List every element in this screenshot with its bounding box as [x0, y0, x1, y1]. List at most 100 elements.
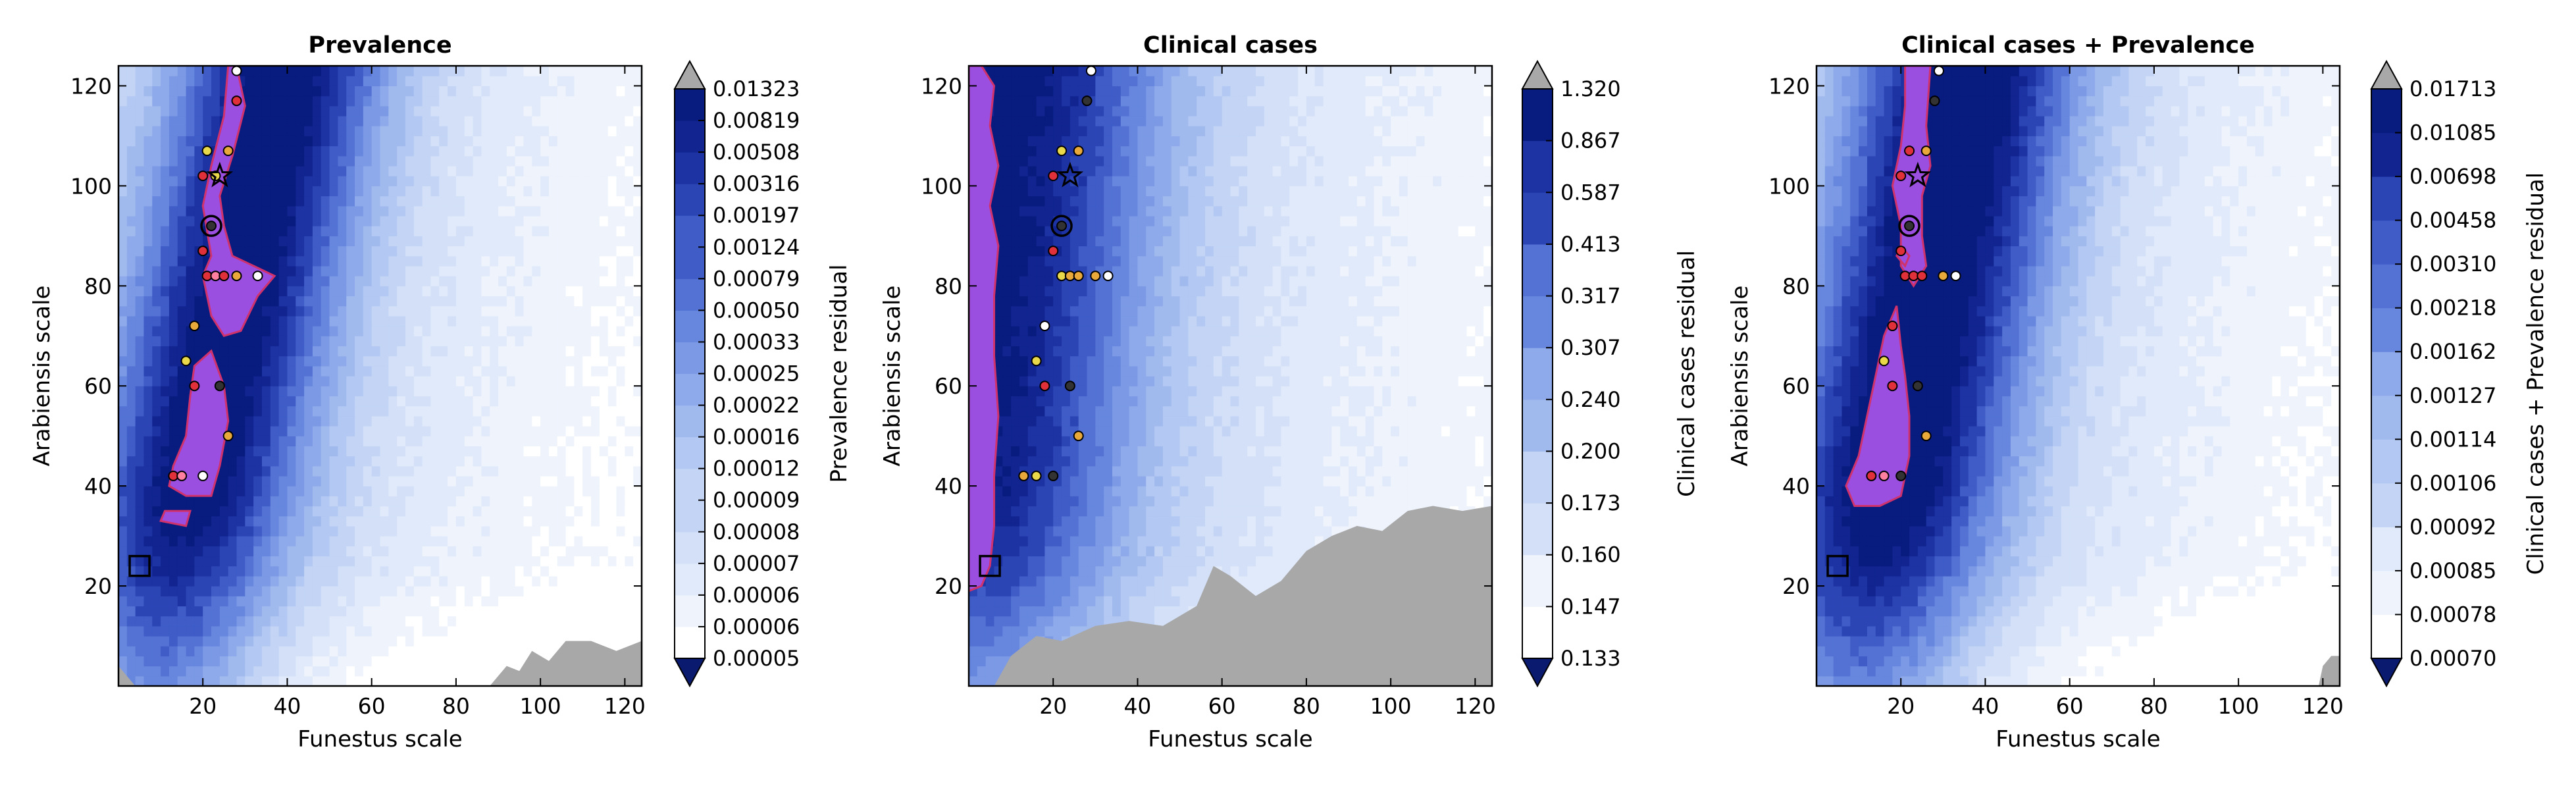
contour-cell: [625, 506, 634, 517]
contour-cell: [1095, 486, 1104, 496]
contour-cell: [1095, 215, 1104, 226]
contour-cell: [633, 126, 642, 136]
contour-cell: [304, 515, 313, 527]
contour-cell: [161, 456, 170, 467]
contour-cell: [1019, 215, 1029, 226]
contour-cell: [388, 386, 398, 396]
contour-cell: [329, 86, 338, 97]
contour-cell: [1069, 415, 1079, 427]
contour-cell: [312, 356, 322, 367]
contour-cell: [413, 346, 423, 357]
contour-cell: [346, 286, 355, 297]
contour-cell: [498, 246, 507, 257]
contour-cell: [253, 506, 263, 517]
contour-cell: [228, 625, 238, 637]
contour-cell: [296, 296, 305, 307]
contour-cell: [397, 386, 406, 396]
contour-cell: [1087, 365, 1096, 377]
contour-cell: [1011, 376, 1020, 386]
contour-cell: [371, 356, 381, 367]
contour-cell: [574, 336, 583, 347]
contour-cell: [270, 236, 280, 247]
contour-cell: [1036, 246, 1045, 257]
contour-cell: [126, 315, 136, 327]
contour-cell: [380, 415, 389, 427]
contour-cell: [574, 105, 583, 117]
contour-cell: [565, 265, 575, 276]
contour-cell: [371, 436, 381, 446]
contour-cell: [296, 226, 305, 236]
contour-cell: [388, 196, 398, 207]
contour-cell: [236, 456, 245, 467]
contour-cell: [532, 356, 541, 367]
contour-cell: [490, 396, 499, 407]
contour-cell: [506, 636, 516, 646]
contour-cell: [422, 446, 432, 457]
contour-cell: [388, 396, 398, 407]
contour-cell: [135, 265, 145, 276]
contour-cell: [397, 556, 406, 567]
contour-cell: [413, 396, 423, 407]
contour-cell: [321, 575, 330, 587]
contour-cell: [548, 456, 558, 467]
contour-cell: [329, 666, 338, 677]
contour-cell: [287, 346, 296, 357]
contour-cell: [1002, 636, 1012, 646]
contour-cell: [548, 496, 558, 507]
contour-cell: [1036, 406, 1045, 417]
contour-cell: [296, 76, 305, 86]
contour-cell: [515, 255, 525, 267]
contour-cell: [186, 566, 195, 577]
contour-cell: [388, 105, 398, 117]
contour-cell: [1036, 126, 1045, 136]
contour-cell: [388, 465, 398, 477]
contour-cell: [397, 575, 406, 587]
contour-cell: [422, 656, 432, 667]
contour-cell: [582, 86, 592, 97]
contour-cell: [498, 66, 507, 76]
contour-cell: [455, 536, 465, 546]
contour-cell: [532, 115, 541, 126]
contour-cell: [1027, 625, 1037, 637]
contour-cell: [236, 475, 245, 487]
contour-cell: [464, 596, 474, 607]
contour-cell: [1062, 506, 1071, 517]
contour-cell: [253, 475, 263, 487]
contour-cell: [506, 286, 516, 297]
contour-cell: [1069, 196, 1079, 207]
contour-cell: [413, 616, 423, 627]
contour-cell: [161, 276, 170, 286]
contour-cell: [1053, 525, 1062, 537]
contour-cell: [557, 215, 567, 226]
contour-cell: [329, 145, 338, 157]
contour-cell: [346, 136, 355, 147]
contour-cell: [430, 305, 440, 317]
contour-cell: [211, 616, 220, 627]
contour-cell: [422, 76, 432, 86]
contour-cell: [1095, 515, 1104, 527]
contour-cell: [177, 265, 187, 276]
contour-cell: [228, 196, 238, 207]
contour-cell: [346, 86, 355, 97]
contour-cell: [1027, 506, 1037, 517]
contour-cell: [422, 115, 432, 126]
contour-cell: [448, 356, 457, 367]
contour-cell: [203, 625, 212, 637]
contour-cell: [481, 286, 490, 297]
contour-cell: [177, 286, 187, 297]
contour-cell: [161, 525, 170, 537]
contour-cell: [287, 186, 296, 197]
contour-cell: [591, 326, 600, 336]
contour-cell: [405, 616, 415, 627]
contour-cell: [1078, 546, 1088, 557]
contour-cell: [455, 326, 465, 336]
contour-cell: [565, 246, 575, 257]
contour-cell: [1095, 606, 1104, 617]
contour-cell: [582, 265, 592, 276]
contour-cell: [557, 436, 567, 446]
contour-cell: [278, 346, 288, 357]
contour-cell: [481, 305, 490, 317]
contour-cell: [557, 196, 567, 207]
contour-cell: [994, 496, 1003, 507]
contour-cell: [253, 336, 263, 347]
